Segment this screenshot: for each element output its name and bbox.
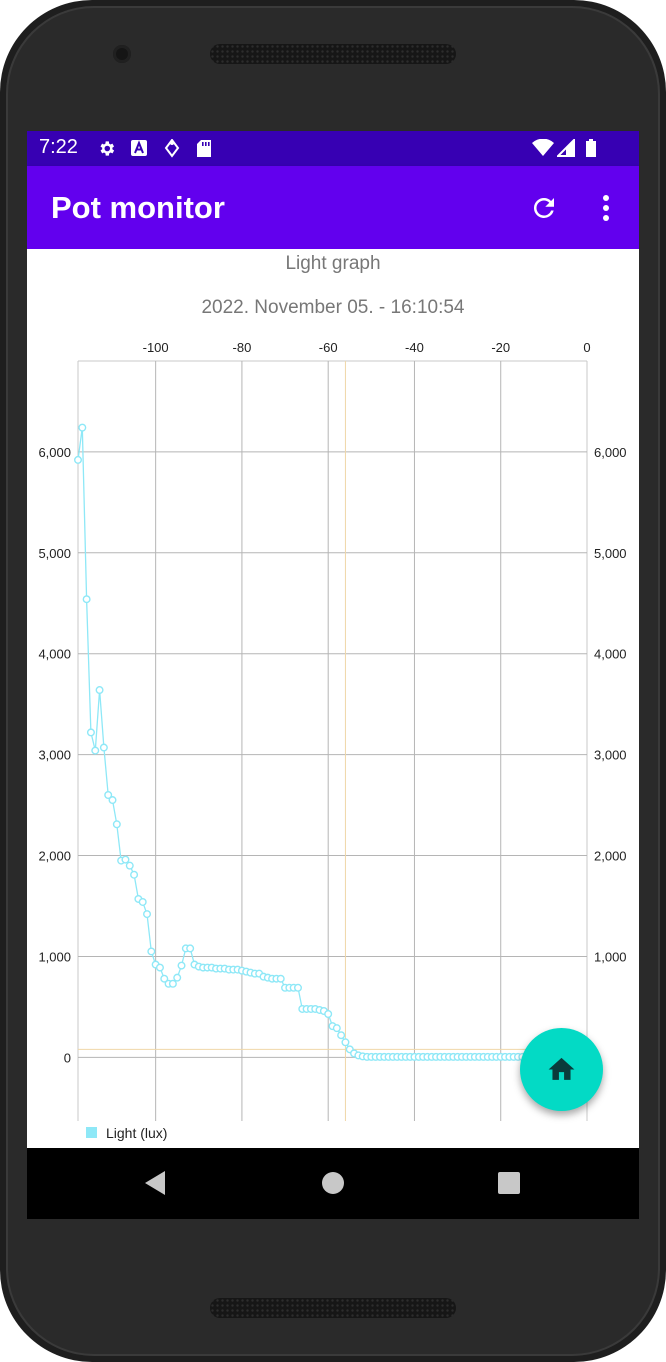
signal-icon (557, 139, 575, 157)
back-icon[interactable] (143, 1170, 167, 1196)
recents-icon[interactable] (497, 1170, 521, 1196)
data-point (332, 1024, 341, 1033)
system-nav-bar (27, 1148, 639, 1219)
chart-title: Light graph (285, 253, 381, 274)
data-point (186, 944, 195, 953)
data-point (125, 861, 134, 870)
front-camera (113, 45, 131, 63)
x-tick-label: -40 (405, 340, 424, 355)
refresh-icon[interactable] (529, 193, 559, 223)
data-point (276, 974, 285, 983)
screen: 7:22 Pot monitor Light graph 2022. Novem… (27, 131, 639, 1219)
y-tick-label-left: 4,000 (38, 647, 71, 662)
home-icon (548, 1057, 575, 1080)
app-bar: Pot monitor (27, 166, 639, 249)
data-point (293, 983, 302, 992)
bottom-speaker (210, 1298, 456, 1318)
data-point (337, 1031, 346, 1040)
y-tick-label-right: 5,000 (594, 546, 627, 561)
home-button[interactable] (520, 1028, 603, 1111)
data-point (99, 743, 108, 752)
data-point (112, 820, 121, 829)
gear-icon (100, 141, 115, 156)
data-point (147, 947, 156, 956)
data-point (130, 870, 139, 879)
wifi-icon (532, 139, 554, 156)
y-tick-label-right: 6,000 (594, 445, 627, 460)
y-tick-label-left: 2,000 (38, 849, 71, 864)
y-tick-label-left: 5,000 (38, 546, 71, 561)
status-bar: 7:22 (27, 131, 639, 166)
data-point (138, 897, 147, 906)
x-tick-label: -80 (233, 340, 252, 355)
y-tick-label-right: 2,000 (594, 849, 627, 864)
x-tick-label: -60 (319, 340, 338, 355)
data-point (74, 455, 83, 464)
data-point (168, 979, 177, 988)
data-point (155, 963, 164, 972)
data-point (341, 1038, 350, 1047)
x-tick-label: -20 (491, 340, 510, 355)
app-title: Pot monitor (51, 190, 225, 225)
battery-icon (586, 139, 596, 157)
data-point (108, 796, 117, 805)
legend-swatch (86, 1127, 97, 1138)
status-time: 7:22 (39, 136, 78, 158)
data-point (82, 595, 91, 604)
a-icon (131, 140, 147, 156)
y-tick-label-left: 3,000 (38, 748, 71, 763)
sd-card-icon (197, 140, 211, 157)
data-point (78, 423, 87, 432)
location-icon (164, 139, 180, 158)
data-point (324, 1010, 333, 1019)
chart-area[interactable]: Light graph 2022. November 05. - 16:10:5… (27, 249, 639, 1148)
home-nav-icon[interactable] (321, 1170, 345, 1196)
more-vert-icon[interactable] (594, 193, 618, 223)
light-line-chart[interactable]: -100-80-60-40-200001,0001,0002,0002,0003… (27, 249, 639, 1148)
y-tick-label-left: 6,000 (38, 445, 71, 460)
earpiece-speaker (210, 44, 456, 64)
data-point (177, 961, 186, 970)
y-tick-label-right: 3,000 (594, 748, 627, 763)
data-point (104, 790, 113, 799)
x-tick-label: 0 (583, 340, 590, 355)
y-tick-label-left: 1,000 (38, 949, 71, 964)
data-point (91, 746, 100, 755)
y-tick-label-left: 0 (64, 1050, 71, 1065)
data-point (86, 728, 95, 737)
data-point (95, 686, 104, 695)
data-point (160, 974, 169, 983)
x-tick-label: -100 (143, 340, 169, 355)
y-tick-label-right: 4,000 (594, 647, 627, 662)
data-point (143, 910, 152, 919)
legend-label: Light (lux) (106, 1125, 167, 1141)
y-tick-label-right: 1,000 (594, 949, 627, 964)
data-point (121, 855, 130, 864)
chart-subtitle: 2022. November 05. - 16:10:54 (201, 297, 465, 318)
data-point (173, 973, 182, 982)
